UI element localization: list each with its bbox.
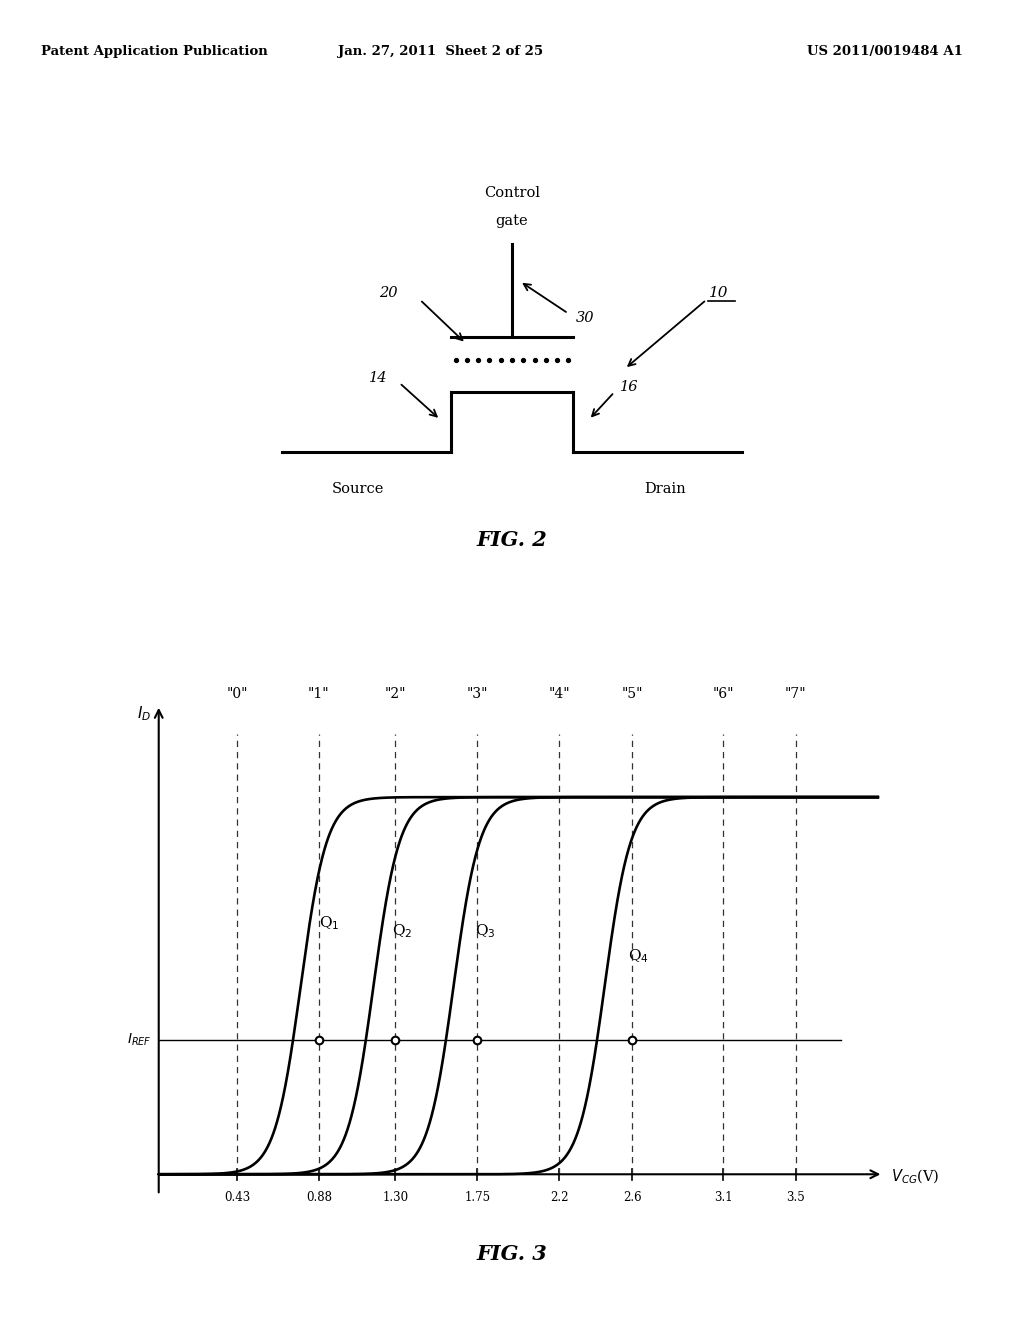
Text: 20: 20 — [379, 285, 397, 300]
Text: $I_D$: $I_D$ — [137, 704, 152, 722]
Text: gate: gate — [496, 214, 528, 228]
Text: "7": "7" — [785, 686, 807, 701]
Text: 2.6: 2.6 — [623, 1191, 641, 1204]
Text: 14: 14 — [369, 371, 387, 385]
Text: "5": "5" — [622, 686, 643, 701]
Text: 1.75: 1.75 — [464, 1191, 490, 1204]
Text: Q$_4$: Q$_4$ — [629, 948, 649, 965]
Text: 3.5: 3.5 — [786, 1191, 805, 1204]
Text: "1": "1" — [308, 686, 330, 701]
Text: 2.2: 2.2 — [550, 1191, 568, 1204]
Text: Source: Source — [332, 482, 385, 496]
Text: Drain: Drain — [645, 482, 686, 496]
Text: Q$_3$: Q$_3$ — [475, 923, 496, 940]
Text: "4": "4" — [549, 686, 570, 701]
Text: "6": "6" — [713, 686, 734, 701]
Text: "0": "0" — [226, 686, 248, 701]
Text: $V_{CG}$(V): $V_{CG}$(V) — [891, 1167, 939, 1185]
Text: 10: 10 — [709, 285, 729, 300]
Text: Q$_1$: Q$_1$ — [318, 913, 339, 932]
Text: 30: 30 — [575, 312, 595, 325]
Text: Jan. 27, 2011  Sheet 2 of 25: Jan. 27, 2011 Sheet 2 of 25 — [338, 45, 543, 58]
Text: 16: 16 — [620, 380, 638, 395]
Text: Q$_2$: Q$_2$ — [392, 923, 412, 940]
Text: Patent Application Publication: Patent Application Publication — [41, 45, 267, 58]
Text: $I_{REF}$: $I_{REF}$ — [127, 1032, 152, 1048]
Text: FIG. 3: FIG. 3 — [476, 1243, 548, 1265]
Text: US 2011/0019484 A1: US 2011/0019484 A1 — [807, 45, 963, 58]
Text: FIG. 2: FIG. 2 — [476, 529, 548, 550]
Text: 1.30: 1.30 — [382, 1191, 409, 1204]
Text: Control: Control — [484, 186, 540, 201]
Text: 3.1: 3.1 — [714, 1191, 732, 1204]
Text: "3": "3" — [467, 686, 488, 701]
Text: 0.88: 0.88 — [306, 1191, 332, 1204]
Text: 0.43: 0.43 — [224, 1191, 250, 1204]
Text: "2": "2" — [385, 686, 407, 701]
